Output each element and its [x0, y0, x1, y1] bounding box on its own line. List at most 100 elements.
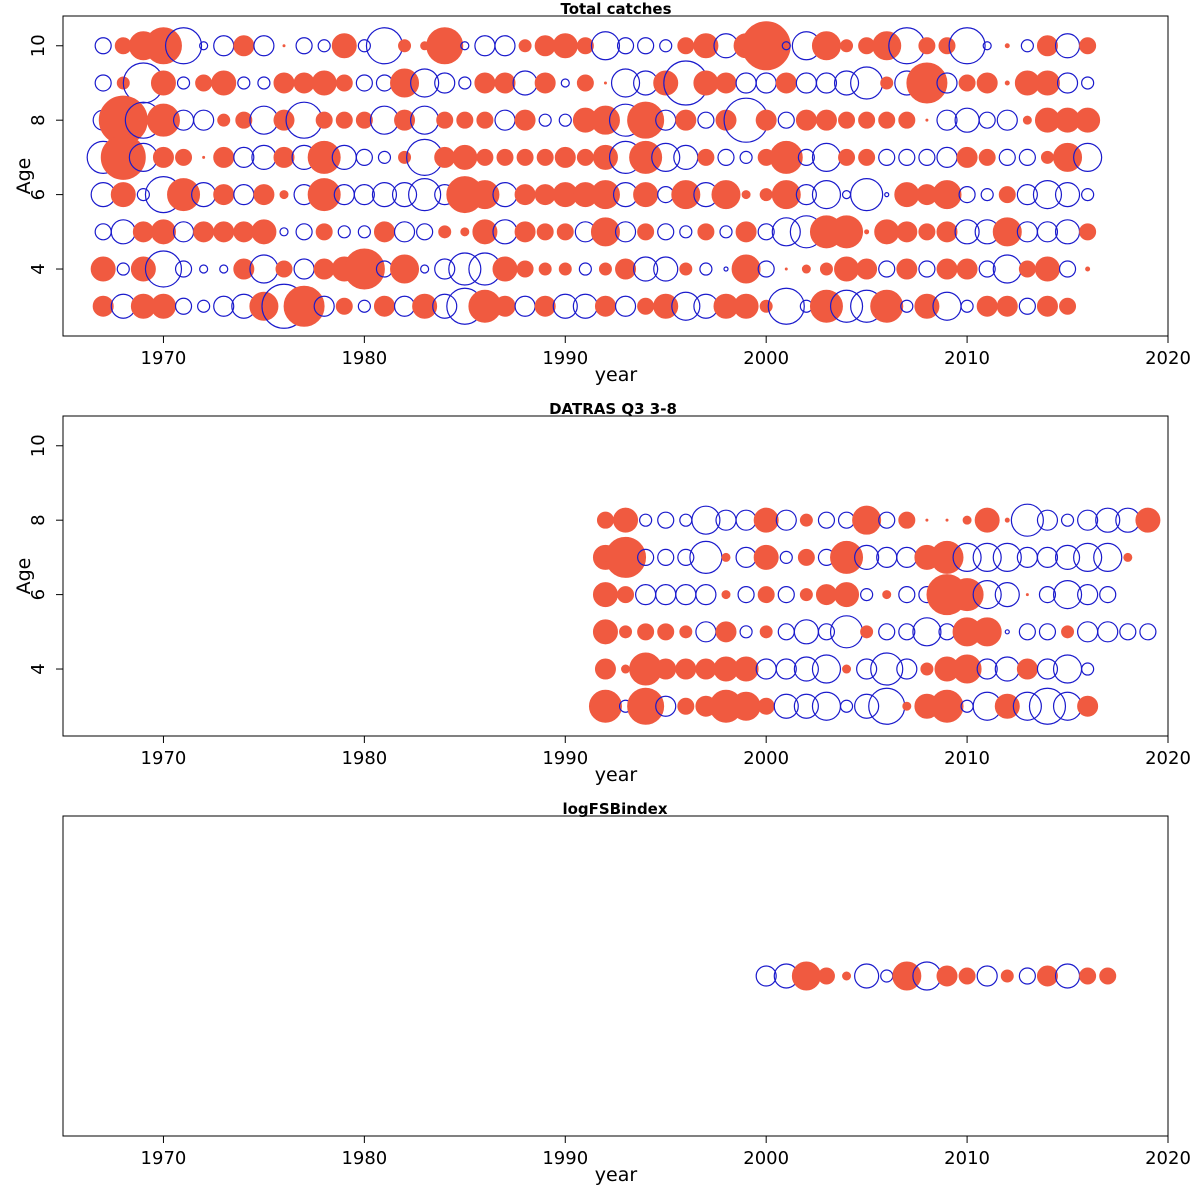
bubble-negative	[251, 144, 277, 170]
bubble-negative	[94, 74, 112, 92]
bubble-positive	[496, 148, 514, 166]
bubble-positive	[759, 299, 773, 313]
bubble-positive	[834, 256, 860, 282]
bubble-positive	[92, 295, 114, 317]
bubble-negative	[279, 227, 289, 237]
bubble-positive	[972, 617, 1002, 647]
bubble-negative	[868, 687, 906, 725]
bubble-positive	[594, 658, 616, 680]
bubble-negative	[110, 219, 136, 245]
bubble-negative	[1056, 72, 1079, 94]
bubble-negative	[781, 41, 791, 51]
bubble-positive	[715, 72, 737, 94]
bubble-negative	[870, 652, 904, 686]
x-axis-label: year	[595, 764, 638, 786]
bubble-negative	[1018, 297, 1036, 315]
bubble-negative	[850, 66, 884, 100]
bubble-negative	[1036, 509, 1059, 531]
bubble-negative	[357, 225, 371, 239]
x-tick-label: 1990	[542, 348, 588, 369]
bubble-positive	[1004, 80, 1010, 86]
bubble-positive	[864, 229, 870, 235]
y-tick-label: 8	[28, 514, 49, 525]
bubble-negative	[653, 256, 679, 282]
bubble-positive	[834, 582, 860, 608]
bubble-positive	[978, 148, 996, 166]
bubble-positive	[313, 258, 335, 280]
bubble-negative	[213, 35, 235, 57]
bubble-negative	[1095, 507, 1121, 533]
bubble-positive	[974, 507, 1000, 533]
bubble-positive	[1135, 507, 1161, 533]
bubble-negative	[771, 217, 801, 247]
bubble-positive	[741, 21, 791, 71]
bubble-negative	[1139, 623, 1157, 641]
bubble-positive	[534, 35, 556, 57]
bubble-positive	[932, 180, 962, 210]
bubble-negative	[992, 542, 1022, 572]
bubble-negative	[739, 150, 753, 164]
bubble-negative	[817, 623, 836, 641]
bubble-positive	[715, 621, 737, 643]
bubble-negative	[1018, 623, 1036, 641]
bubble-negative	[735, 509, 757, 531]
bubble-negative	[699, 262, 713, 276]
bubble-positive	[878, 111, 896, 129]
bubble-negative	[860, 588, 874, 602]
bubble-negative	[393, 221, 416, 243]
bubble-negative	[633, 256, 659, 282]
bubble-positive	[335, 74, 353, 92]
bubble-positive	[514, 109, 536, 131]
bubble-positive	[830, 540, 864, 574]
bubble-negative	[377, 150, 392, 164]
bubble-negative	[1004, 629, 1010, 635]
bubble-positive	[1079, 37, 1097, 55]
bubble-negative	[850, 178, 884, 212]
bubble-negative	[793, 656, 819, 682]
bubble-negative	[639, 513, 653, 527]
x-tick-label: 1970	[141, 748, 187, 769]
bubble-negative	[657, 511, 675, 529]
bubble-negative	[655, 695, 677, 717]
bubble-positive	[860, 625, 874, 639]
bubble-negative	[657, 223, 675, 241]
bubble-negative	[755, 658, 777, 680]
panel-title: DATRAS Q3 3-8	[549, 400, 677, 418]
bubble-negative	[657, 548, 675, 566]
x-tick-label: 2010	[944, 1148, 990, 1169]
bubble-positive	[799, 588, 813, 602]
bubble-negative	[854, 544, 880, 570]
bubble-negative	[317, 39, 331, 53]
bubble-negative	[679, 513, 693, 527]
bubble-negative	[757, 260, 775, 278]
bubble-positive	[588, 689, 622, 723]
bubble-negative	[1038, 623, 1057, 641]
bubble-negative	[357, 299, 371, 313]
y-tick-label: 10	[28, 34, 49, 57]
bubble-positive	[518, 39, 532, 53]
bubble-positive	[998, 186, 1016, 204]
bubble-negative	[558, 113, 572, 127]
bubble-positive	[474, 72, 496, 94]
bubble-positive	[741, 190, 751, 200]
bubble-positive	[1059, 297, 1077, 315]
bubble-positive	[167, 178, 201, 212]
bubble-positive	[273, 109, 295, 131]
bubble-positive	[815, 109, 837, 131]
bubble-positive	[679, 625, 693, 639]
bubble-positive	[936, 965, 958, 987]
bubble-positive	[253, 184, 275, 206]
bubble-positive	[898, 111, 916, 129]
bubble-positive	[390, 254, 420, 284]
bubble-negative	[116, 262, 130, 276]
bubble-positive	[657, 623, 675, 641]
bubble-negative	[777, 623, 795, 641]
bubble-positive	[398, 150, 412, 164]
bubble-negative	[998, 148, 1016, 166]
bubble-negative	[434, 72, 456, 94]
bubble-positive	[390, 68, 420, 98]
bubble-negative	[793, 619, 819, 645]
bubble-positive	[956, 258, 978, 280]
bubble-positive	[930, 689, 964, 723]
x-tick-label: 1990	[542, 748, 588, 769]
